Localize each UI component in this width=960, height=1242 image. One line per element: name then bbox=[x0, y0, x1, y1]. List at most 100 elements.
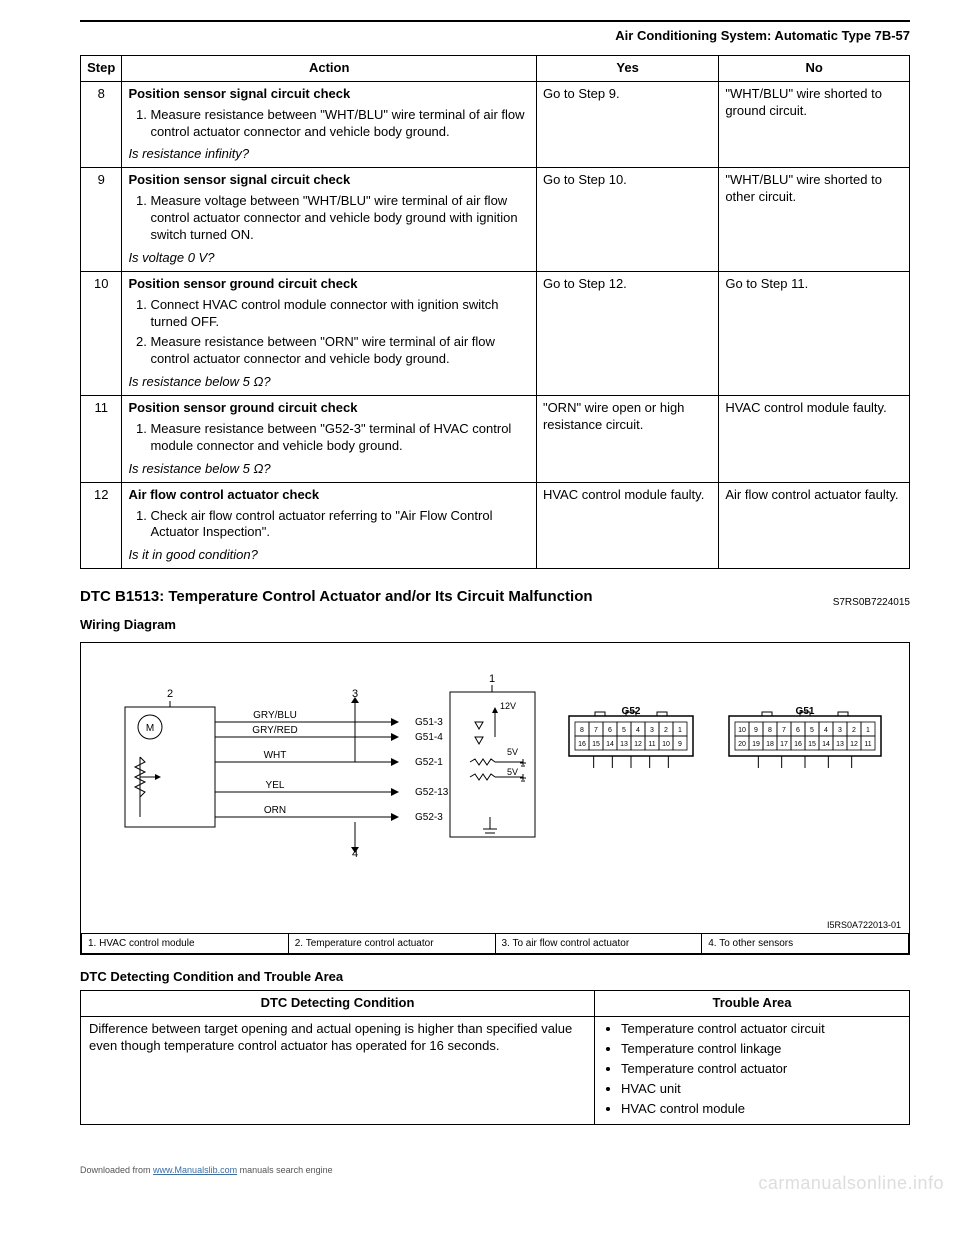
footer-suffix: manuals search engine bbox=[240, 1165, 333, 1175]
trouble-area-cell: Temperature control actuator circuit Temp… bbox=[594, 1017, 909, 1125]
no-cell: "WHT/BLU" wire shorted to ground circuit… bbox=[719, 81, 910, 168]
svg-text:9: 9 bbox=[678, 741, 682, 748]
th-condition: DTC Detecting Condition bbox=[81, 991, 595, 1017]
page-header: Air Conditioning System: Automatic Type … bbox=[80, 28, 910, 45]
svg-text:G52-1: G52-1 bbox=[415, 757, 443, 768]
footer-prefix: Downloaded from bbox=[80, 1165, 153, 1175]
yes-cell: "ORN" wire open or high resistance circu… bbox=[536, 396, 718, 483]
svg-text:6: 6 bbox=[608, 727, 612, 734]
no-cell: Air flow control actuator faulty. bbox=[719, 482, 910, 569]
svg-text:WHT: WHT bbox=[264, 750, 287, 761]
yes-cell: Go to Step 12. bbox=[536, 271, 718, 395]
legend-table: 1. HVAC control module 2. Temperature co… bbox=[81, 933, 909, 954]
action-cell: Position sensor ground circuit checkConn… bbox=[122, 271, 537, 395]
watermark: carmanualsonline.info bbox=[758, 1172, 944, 1195]
svg-text:G52-3: G52-3 bbox=[415, 812, 443, 823]
th-trouble: Trouble Area bbox=[594, 991, 909, 1017]
wiring-diagram-box: M 2 GRY/BLU G51-3 GRY/RED G51-4 WHT G52-… bbox=[80, 642, 910, 956]
action-cell: Air flow control actuator checkCheck air… bbox=[122, 482, 537, 569]
svg-text:1: 1 bbox=[866, 727, 870, 734]
svg-text:G51-4: G51-4 bbox=[415, 732, 443, 743]
svg-text:2: 2 bbox=[664, 727, 668, 734]
yes-cell: Go to Step 10. bbox=[536, 168, 718, 271]
svg-text:16: 16 bbox=[578, 741, 586, 748]
svg-text:ORN: ORN bbox=[264, 805, 286, 816]
svg-text:11: 11 bbox=[864, 741, 871, 748]
svg-text:6: 6 bbox=[796, 727, 800, 734]
diagram-ref: I5RS0A722013-01 bbox=[81, 920, 909, 934]
step-num: 10 bbox=[81, 271, 122, 395]
svg-text:9: 9 bbox=[754, 727, 758, 734]
legend-2: 2. Temperature control actuator bbox=[288, 934, 495, 954]
svg-text:8: 8 bbox=[580, 727, 584, 734]
svg-text:2: 2 bbox=[852, 727, 856, 734]
wiring-svg: M 2 GRY/BLU G51-3 GRY/RED G51-4 WHT G52-… bbox=[95, 657, 895, 897]
svg-text:1: 1 bbox=[678, 727, 682, 734]
th-step: Step bbox=[81, 55, 122, 81]
legend-4: 4. To other sensors bbox=[702, 934, 909, 954]
svg-text:12V: 12V bbox=[500, 701, 516, 711]
trouble-item: HVAC control module bbox=[621, 1101, 901, 1118]
trouble-item: Temperature control linkage bbox=[621, 1041, 901, 1058]
svg-text:15: 15 bbox=[808, 741, 816, 748]
wiring-diagram-label: Wiring Diagram bbox=[80, 617, 910, 634]
svg-text:YEL: YEL bbox=[266, 780, 285, 791]
yes-cell: Go to Step 9. bbox=[536, 81, 718, 168]
svg-text:3: 3 bbox=[650, 727, 654, 734]
svg-text:16: 16 bbox=[794, 741, 802, 748]
dtc-detecting-heading: DTC Detecting Condition and Trouble Area bbox=[80, 969, 910, 986]
svg-text:18: 18 bbox=[766, 741, 774, 748]
svg-text:GRY/RED: GRY/RED bbox=[252, 725, 297, 736]
step-num: 11 bbox=[81, 396, 122, 483]
step-num: 8 bbox=[81, 81, 122, 168]
svg-text:5V: 5V bbox=[507, 747, 518, 757]
svg-text:1: 1 bbox=[489, 673, 495, 685]
step-num: 9 bbox=[81, 168, 122, 271]
no-cell: "WHT/BLU" wire shorted to other circuit. bbox=[719, 168, 910, 271]
svg-text:M: M bbox=[146, 723, 154, 734]
action-cell: Position sensor ground circuit checkMeas… bbox=[122, 396, 537, 483]
th-action: Action bbox=[122, 55, 537, 81]
trouble-item: Temperature control actuator bbox=[621, 1061, 901, 1078]
th-no: No bbox=[719, 55, 910, 81]
svg-text:12: 12 bbox=[850, 741, 858, 748]
svg-text:10: 10 bbox=[662, 741, 670, 748]
svg-text:7: 7 bbox=[594, 727, 598, 734]
svg-text:13: 13 bbox=[836, 741, 844, 748]
svg-text:7: 7 bbox=[782, 727, 786, 734]
svg-text:13: 13 bbox=[620, 741, 628, 748]
svg-text:14: 14 bbox=[822, 741, 830, 748]
svg-text:14: 14 bbox=[606, 741, 614, 748]
svg-text:G52-13: G52-13 bbox=[415, 787, 449, 798]
svg-text:4: 4 bbox=[636, 727, 640, 734]
no-cell: Go to Step 11. bbox=[719, 271, 910, 395]
trouble-item: Temperature control actuator circuit bbox=[621, 1021, 901, 1038]
svg-text:4: 4 bbox=[824, 727, 828, 734]
svg-text:11: 11 bbox=[648, 741, 655, 748]
action-cell: Position sensor signal circuit checkMeas… bbox=[122, 81, 537, 168]
svg-text:5: 5 bbox=[810, 727, 814, 734]
svg-text:17: 17 bbox=[780, 741, 788, 748]
trouble-item: HVAC unit bbox=[621, 1081, 901, 1098]
svg-text:3: 3 bbox=[838, 727, 842, 734]
legend-3: 3. To air flow control actuator bbox=[495, 934, 702, 954]
svg-text:5: 5 bbox=[622, 727, 626, 734]
svg-text:GRY/BLU: GRY/BLU bbox=[253, 710, 297, 721]
svg-text:2: 2 bbox=[167, 688, 173, 700]
footer-link[interactable]: www.Manualslib.com bbox=[153, 1165, 237, 1175]
legend-1: 1. HVAC control module bbox=[82, 934, 289, 954]
svg-text:20: 20 bbox=[738, 741, 746, 748]
action-cell: Position sensor signal circuit checkMeas… bbox=[122, 168, 537, 271]
svg-text:5V: 5V bbox=[507, 767, 518, 777]
svg-text:12: 12 bbox=[634, 741, 642, 748]
no-cell: HVAC control module faulty. bbox=[719, 396, 910, 483]
th-yes: Yes bbox=[536, 55, 718, 81]
dtc-condition-table: DTC Detecting Condition Trouble Area Dif… bbox=[80, 990, 910, 1125]
svg-text:10: 10 bbox=[738, 727, 746, 734]
yes-cell: HVAC control module faulty. bbox=[536, 482, 718, 569]
svg-text:G51-3: G51-3 bbox=[415, 717, 443, 728]
svg-text:15: 15 bbox=[592, 741, 600, 748]
svg-text:19: 19 bbox=[752, 741, 760, 748]
dtc-condition-text: Difference between target opening and ac… bbox=[81, 1017, 595, 1125]
step-num: 12 bbox=[81, 482, 122, 569]
